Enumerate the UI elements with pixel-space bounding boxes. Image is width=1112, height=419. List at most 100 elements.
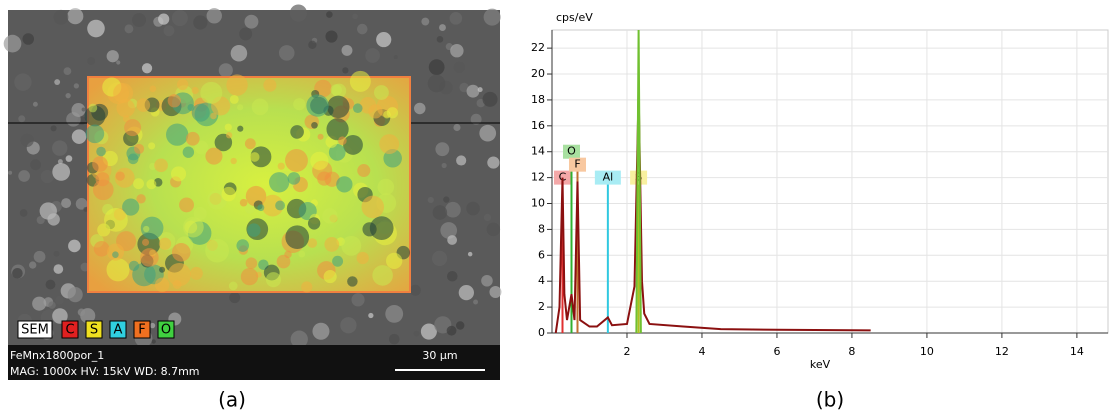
grain [29, 261, 36, 268]
grain [414, 103, 426, 115]
grain [54, 79, 60, 85]
grain [125, 24, 134, 33]
element-label: Al [603, 171, 614, 184]
grain [52, 140, 67, 155]
map-grain [241, 268, 258, 285]
legend-label: S [90, 323, 98, 338]
map-grain [148, 142, 155, 149]
map-grain [150, 85, 157, 92]
map-grain [186, 132, 200, 146]
grain [456, 321, 464, 329]
map-grain [86, 124, 105, 143]
grain [443, 196, 449, 202]
y-tick-label: 14 [531, 145, 545, 158]
y-tick-label: 22 [531, 41, 545, 54]
map-grain [301, 281, 312, 292]
y-axis-label: cps/eV [556, 11, 593, 24]
grain [365, 48, 380, 63]
grain [352, 14, 358, 20]
map-grain [96, 172, 110, 186]
grain [142, 63, 152, 73]
grain [437, 36, 444, 43]
y-tick-label: 10 [531, 197, 545, 210]
grain [432, 251, 447, 266]
grain [150, 323, 155, 328]
grain [46, 280, 56, 290]
map-grain [341, 236, 361, 256]
grain [484, 9, 501, 26]
grain [12, 268, 23, 279]
grain [325, 31, 337, 43]
map-grain [143, 226, 149, 232]
map-grain [327, 96, 349, 118]
grain [54, 264, 64, 274]
map-grain [154, 158, 168, 172]
map-grain [378, 179, 395, 196]
map-grain [357, 164, 370, 177]
map-grain [133, 178, 144, 189]
grain [467, 85, 480, 98]
grain [428, 75, 446, 93]
grain [312, 323, 329, 340]
map-grain [317, 171, 331, 185]
map-grain [192, 87, 199, 94]
grain [172, 10, 188, 26]
grain [207, 8, 222, 23]
map-grain [307, 238, 317, 248]
map-grain [357, 252, 369, 264]
grain [239, 27, 252, 40]
grain [385, 305, 403, 323]
grain [52, 163, 70, 181]
map-grain [350, 71, 371, 92]
grain [351, 293, 364, 306]
map-grain [361, 196, 384, 219]
map-grain [128, 154, 139, 165]
map-grain [269, 172, 289, 192]
grain [72, 129, 87, 144]
grain [34, 251, 46, 263]
map-grain [353, 103, 363, 113]
grain [468, 252, 472, 256]
grain [18, 115, 25, 122]
y-tick-label: 8 [538, 222, 545, 235]
map-grain [140, 248, 159, 267]
grain [376, 32, 391, 47]
map-grain [171, 166, 186, 181]
map-grain [179, 197, 194, 212]
map-grain [326, 118, 348, 140]
map-grain [362, 222, 376, 236]
grain [55, 296, 64, 305]
grain [87, 20, 105, 38]
grain [132, 13, 146, 27]
grain [454, 62, 465, 73]
x-tick-label: 12 [995, 345, 1009, 358]
map-grain [226, 74, 247, 95]
grain [279, 45, 295, 61]
map-grain [379, 134, 399, 154]
grain [487, 156, 499, 168]
grain [447, 235, 457, 245]
grain [41, 170, 54, 183]
grain [54, 10, 69, 25]
map-grain [221, 187, 235, 201]
map-grain [136, 194, 145, 203]
caption-b: (b) [816, 388, 844, 412]
map-grain [96, 147, 106, 157]
y-tick-label: 6 [538, 248, 545, 261]
map-grain [226, 132, 232, 138]
grain [74, 83, 79, 88]
grain [82, 107, 86, 111]
grain [481, 275, 493, 287]
map-grain [137, 98, 151, 112]
map-grain [230, 95, 239, 104]
grain [48, 301, 55, 308]
map-grain [288, 172, 301, 185]
sem-info: MAG: 1000x HV: 15kV WD: 8.7mm [10, 365, 200, 378]
map-grain [324, 270, 337, 283]
map-grain [159, 267, 165, 273]
map-grain [308, 217, 320, 229]
grain [429, 59, 445, 75]
grain [456, 155, 466, 165]
grain [340, 317, 356, 333]
map-grain [324, 237, 339, 252]
